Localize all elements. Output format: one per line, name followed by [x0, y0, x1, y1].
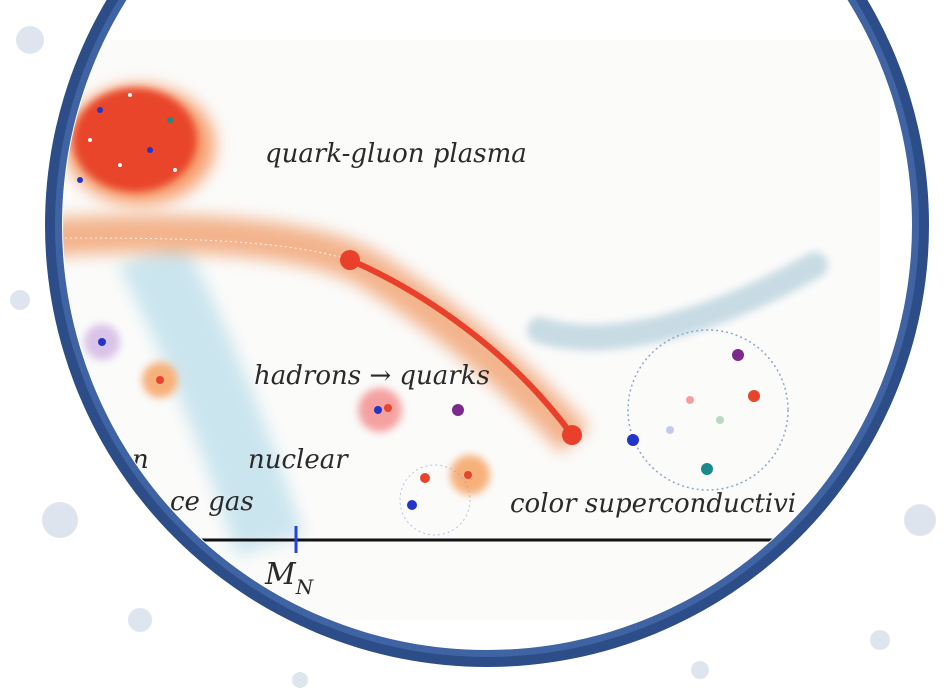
phase-diagram: quark-gluon plasma hadrons → quarks nucl… [0, 0, 947, 691]
csc-label: color superconductivi [510, 489, 796, 519]
end-point [562, 425, 582, 445]
axis-mark-main: M [264, 557, 297, 592]
transition-label: hadrons → quarks [254, 361, 490, 391]
diagram-area: quark-gluon plasma hadrons → quarks nucl… [40, 40, 880, 620]
qgp-label: quark-gluon plasma [265, 139, 527, 169]
gas-label: ce gas [170, 487, 254, 517]
critical-point [340, 250, 360, 270]
qgp-blob [65, 85, 215, 205]
axis-mark-sub: N [295, 575, 315, 599]
nuclear-label: nuclear [248, 445, 349, 475]
